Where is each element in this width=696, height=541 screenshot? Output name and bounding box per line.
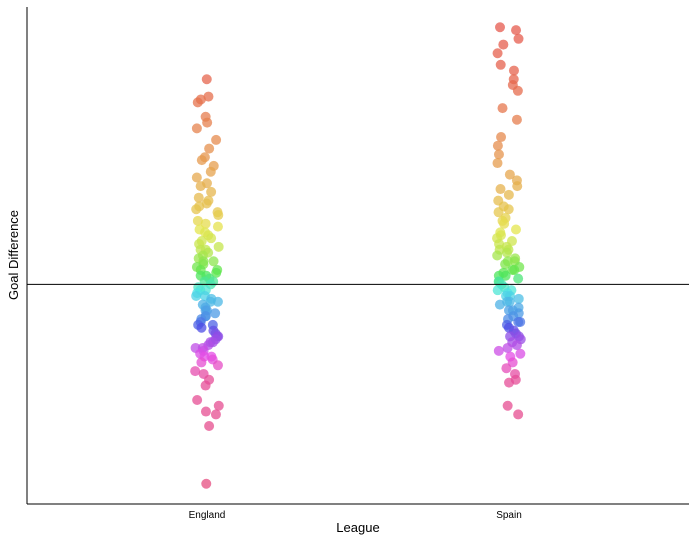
point-spain — [494, 299, 505, 310]
point-england — [206, 233, 217, 244]
point-spain — [495, 59, 506, 70]
point-spain — [504, 377, 515, 388]
point-spain — [502, 342, 513, 353]
point-england — [204, 420, 215, 431]
point-spain — [493, 207, 504, 218]
point-spain — [499, 218, 510, 229]
point-spain — [504, 169, 515, 180]
point-spain — [492, 48, 503, 59]
point-england — [212, 296, 223, 307]
point-england — [203, 91, 214, 102]
point-spain — [496, 132, 507, 143]
point-england — [195, 94, 206, 105]
point-england — [211, 134, 222, 145]
point-spain — [511, 25, 522, 36]
point-spain — [500, 259, 511, 270]
point-england — [211, 267, 222, 278]
point-spain — [503, 189, 514, 200]
x-tick-label-spain: Spain — [496, 510, 522, 521]
point-spain — [513, 293, 524, 304]
point-spain — [492, 158, 503, 169]
point-spain — [511, 340, 522, 351]
y-axis-title: Goal Difference — [6, 210, 21, 300]
point-england — [206, 186, 217, 197]
point-england — [192, 394, 203, 405]
point-spain — [495, 184, 506, 195]
point-spain — [497, 103, 508, 114]
point-england — [210, 409, 221, 420]
point-spain — [498, 39, 509, 50]
point-england — [204, 143, 215, 154]
point-england — [200, 406, 211, 417]
point-england — [191, 290, 202, 301]
point-england — [212, 221, 223, 232]
point-england — [196, 357, 207, 368]
point-england — [193, 192, 204, 203]
point-england — [208, 256, 219, 267]
point-england — [213, 210, 224, 221]
point-spain — [512, 181, 523, 192]
point-england — [191, 172, 202, 183]
point-england — [202, 117, 213, 128]
point-spain — [492, 250, 503, 261]
point-spain — [501, 247, 512, 258]
point-spain — [493, 149, 504, 160]
point-england — [212, 360, 223, 371]
point-england — [196, 322, 207, 333]
point-england — [213, 241, 224, 252]
point-spain — [493, 345, 504, 356]
point-spain — [512, 85, 523, 96]
point-spain — [501, 363, 512, 374]
point-england — [191, 123, 202, 134]
x-tick-label-england: England — [189, 510, 226, 521]
point-england — [210, 308, 221, 319]
point-spain — [513, 33, 524, 44]
point-england — [191, 204, 202, 215]
point-england — [192, 215, 203, 226]
point-spain — [492, 140, 503, 151]
point-spain — [510, 224, 521, 235]
point-spain — [515, 348, 526, 359]
point-spain — [503, 204, 514, 215]
point-england — [205, 166, 216, 177]
point-spain — [513, 316, 524, 327]
point-england — [190, 366, 201, 377]
point-spain — [495, 22, 506, 33]
point-spain — [513, 409, 524, 420]
point-spain — [508, 65, 519, 76]
point-spain — [511, 114, 522, 125]
point-england — [195, 181, 206, 192]
point-spain — [507, 264, 518, 275]
point-spain — [513, 273, 524, 284]
point-england — [213, 400, 224, 411]
point-spain — [492, 285, 503, 296]
x-axis-title: League — [336, 520, 379, 535]
point-england — [200, 380, 211, 391]
points-layer — [190, 22, 526, 489]
point-england — [201, 74, 212, 85]
point-spain — [502, 400, 513, 411]
point-england — [196, 155, 207, 166]
point-england — [201, 478, 212, 489]
